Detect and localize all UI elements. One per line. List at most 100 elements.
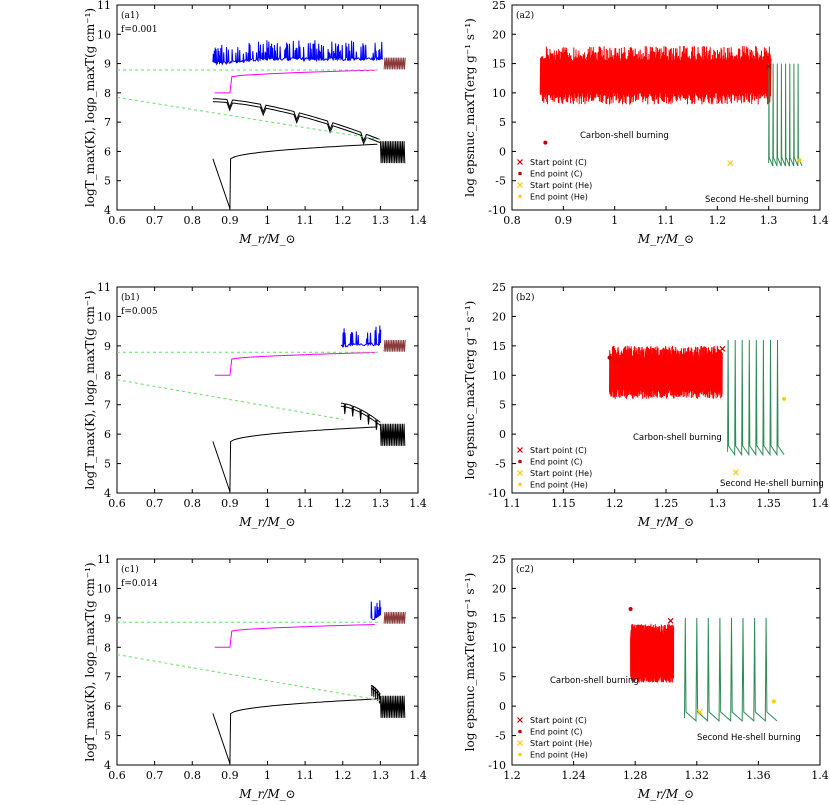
marker-end-c — [607, 355, 612, 360]
helium-shell-label: Second He-shell burning — [720, 479, 824, 489]
y-tick-label: 7 — [104, 671, 111, 684]
legend-symbol — [518, 459, 522, 464]
marker-end-c — [543, 140, 548, 145]
series-group — [117, 600, 406, 764]
x-tick-label: 1.2 — [709, 214, 727, 227]
x-tick-label: 1.24 — [561, 769, 586, 782]
series-rho — [214, 624, 375, 648]
x-tick-label: 1.1 — [503, 497, 521, 510]
plot-frame — [116, 4, 419, 211]
legend-symbol — [517, 740, 523, 746]
x-tick-label: 0.8 — [184, 769, 202, 782]
y-tick-label: 4 — [104, 204, 111, 217]
x-tick-label: 0.7 — [146, 214, 164, 227]
panel-label: (a2) — [516, 10, 534, 21]
legend-symbol — [518, 729, 522, 734]
legend-symbol — [517, 159, 523, 165]
x-tick-label: 1.3 — [372, 769, 390, 782]
y-tick-label: 5 — [104, 175, 111, 188]
y-tick-label: 11 — [97, 553, 111, 566]
legend: Start point (C) End point (C) Start point … — [517, 716, 592, 760]
y-tick-label: 4 — [104, 487, 111, 500]
x-tick-label: 0.8 — [184, 214, 202, 227]
y-tick-label: 20 — [492, 310, 506, 323]
panel-label: (c1) — [121, 564, 139, 575]
marker-start-he — [727, 160, 734, 167]
x-tick-label: 0.6 — [108, 214, 126, 227]
legend-symbol — [518, 194, 522, 199]
y-tick-label: 9 — [104, 340, 111, 353]
series-tmax-shell-2 — [370, 687, 381, 704]
panel-label: (b1) — [121, 292, 140, 303]
x-axis-label: M_r/M_⊙ — [238, 787, 295, 801]
legend-entry: End point (He) — [530, 751, 588, 760]
y-tick-label: 5 — [499, 399, 506, 412]
y-axis-label: log epsnuc_maxT(erg g⁻¹ s⁻¹) — [463, 18, 477, 197]
legend-entry: End point (He) — [530, 193, 588, 202]
x-tick-label: 1.25 — [654, 497, 679, 510]
helium-shell-label: Second He-shell burning — [705, 195, 809, 205]
y-tick-label: 0 — [499, 428, 506, 441]
y-axis-label: logT_max(K), logρ_maxT(g cm⁻¹) — [83, 290, 97, 489]
x-tick-label: 1.32 — [685, 769, 710, 782]
legend-symbol — [518, 482, 522, 487]
x-tick-label: 1 — [264, 497, 271, 510]
x-tick-label: 1.1 — [296, 769, 314, 782]
y-tick-label: 6 — [104, 700, 111, 713]
y-tick-label: 5 — [499, 116, 506, 129]
series-tmax-shell — [212, 98, 381, 143]
y-tick-label: 6 — [104, 145, 111, 158]
legend-entry: Start point (He) — [530, 181, 592, 190]
x-tick-label: 1 — [264, 769, 271, 782]
y-tick-label: 8 — [104, 87, 111, 100]
x-tick-label: 1.4 — [409, 214, 427, 227]
series-carbon-shell — [609, 345, 723, 399]
x-axis-label: M_r/M_⊙ — [637, 232, 694, 246]
x-tick-label: 0.8 — [184, 497, 202, 510]
plot-frame — [116, 558, 419, 766]
panel-label: (a1) — [121, 10, 139, 21]
legend-symbol — [517, 470, 523, 476]
y-tick-label: 15 — [492, 612, 506, 625]
panel-c2: 1.2 1.24 1.28 1.32 1.36 1.4 -10 -5 0 5 10 15 20 25 (c2… — [463, 553, 829, 801]
y-tick-label: 25 — [492, 553, 506, 566]
legend-entry: Start point (C) — [530, 446, 587, 455]
x-tick-label: 1.4 — [811, 214, 829, 227]
x-tick-label: 0.9 — [221, 497, 239, 510]
x-tick-label: 1 — [611, 214, 618, 227]
x-tick-label: 1.35 — [756, 497, 781, 510]
series-tmax-shell-2 — [340, 405, 381, 430]
marker-end-he — [771, 699, 776, 704]
y-tick-label: 10 — [97, 582, 111, 595]
series-guide-lower — [117, 379, 343, 420]
y-tick-label: 11 — [97, 281, 111, 294]
y-tick-label: 10 — [492, 369, 506, 382]
legend-entry: End point (C) — [530, 728, 583, 737]
x-tick-label: 1.3 — [760, 214, 778, 227]
x-tick-label: 1.1 — [296, 214, 314, 227]
y-tick-label: 25 — [492, 0, 506, 12]
marker-end-he — [782, 396, 787, 401]
y-axis-label: log epsnuc_maxT(erg g⁻¹ s⁻¹) — [463, 301, 477, 480]
legend-symbol — [517, 717, 523, 723]
panel-label: (b2) — [516, 292, 535, 303]
x-tick-label: 1.2 — [334, 769, 352, 782]
y-tick-label: 15 — [492, 58, 506, 71]
series-group — [539, 45, 803, 167]
y-tick-label: 8 — [104, 641, 111, 654]
plot-frame — [511, 4, 821, 211]
x-tick-label: 0.7 — [146, 769, 164, 782]
series-carbon-shell — [539, 45, 772, 105]
x-tick-label: 1.3 — [372, 497, 390, 510]
panel-a2: 0.8 0.9 1 1.1 1.2 1.3 1.4 -10 -5 0 5 10 15 20 25 (a2) M_… — [463, 0, 829, 246]
panel-label: (c2) — [516, 564, 534, 575]
y-tick-label: -10 — [488, 204, 506, 217]
y-tick-label: 7 — [104, 399, 111, 412]
legend-entry: End point (He) — [530, 481, 588, 490]
x-tick-label: 1.2 — [334, 497, 352, 510]
x-tick-label: 1.1 — [657, 214, 675, 227]
y-tick-label: 10 — [97, 28, 111, 41]
y-tick-label: 10 — [97, 310, 111, 323]
series-guide-lower — [117, 96, 381, 141]
